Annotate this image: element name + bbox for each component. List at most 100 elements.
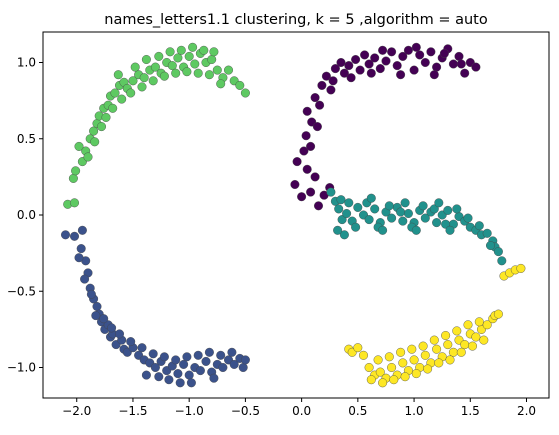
data-point [460, 68, 470, 78]
cluster-4-points [344, 263, 526, 388]
x-tick-label: −1.5 [118, 404, 147, 418]
data-point [154, 372, 164, 382]
data-point [373, 355, 383, 365]
data-point [434, 198, 444, 208]
data-point [240, 88, 250, 98]
data-point [171, 355, 181, 365]
data-point [297, 192, 307, 202]
data-point [452, 326, 462, 336]
data-point [366, 193, 376, 203]
data-point [493, 247, 503, 257]
data-point [209, 373, 219, 383]
data-point [409, 355, 419, 365]
data-point [411, 369, 421, 379]
data-point [497, 256, 507, 266]
data-point [452, 204, 462, 214]
data-point [432, 344, 442, 354]
data-point [378, 45, 388, 55]
data-point [165, 47, 175, 57]
data-point [359, 350, 369, 360]
data-point [389, 375, 399, 385]
data-point [167, 61, 177, 71]
y-tick-label: 1.0 [17, 56, 36, 70]
data-point [92, 302, 102, 312]
data-point [493, 309, 503, 319]
data-point [429, 204, 439, 214]
data-point [366, 375, 376, 385]
data-point [61, 230, 71, 240]
data-point [173, 369, 183, 379]
data-point [364, 363, 374, 373]
data-point [188, 42, 198, 52]
data-point [471, 62, 481, 72]
data-point [182, 352, 192, 362]
data-point [366, 68, 376, 78]
data-point [126, 88, 136, 98]
y-tick-label: −0.5 [7, 284, 36, 298]
data-point [159, 352, 169, 362]
data-point [482, 320, 492, 330]
data-point [375, 64, 385, 74]
data-point [184, 370, 194, 380]
data-point [292, 157, 302, 167]
data-point [176, 45, 186, 55]
data-point [199, 45, 209, 55]
cluster-0-points [290, 42, 481, 211]
data-point [328, 76, 338, 86]
data-point [310, 93, 320, 103]
data-point [238, 363, 248, 373]
data-point [193, 68, 203, 78]
data-point [415, 50, 425, 60]
data-point [420, 350, 430, 360]
data-point [429, 335, 439, 345]
data-point [301, 131, 311, 141]
data-point [315, 100, 325, 110]
y-tick-label: −1.0 [7, 361, 36, 375]
data-point [330, 64, 340, 74]
data-point [378, 225, 388, 235]
data-point [164, 375, 174, 385]
data-point [403, 45, 413, 55]
data-point [227, 347, 237, 357]
data-point [403, 208, 413, 218]
data-point [89, 126, 99, 136]
data-point [207, 55, 217, 65]
data-point [71, 166, 81, 176]
data-point [370, 53, 380, 63]
data-point [344, 198, 354, 208]
data-point [302, 106, 312, 116]
data-point [190, 59, 200, 69]
data-point [74, 253, 84, 263]
data-point [381, 56, 391, 66]
data-point [443, 205, 453, 215]
data-point [351, 222, 361, 232]
data-point [439, 48, 449, 58]
data-point [212, 65, 222, 75]
data-point [148, 76, 158, 86]
data-point [209, 47, 219, 57]
data-point [441, 331, 451, 341]
points-layer [61, 42, 526, 388]
data-point [364, 215, 374, 225]
data-point [314, 201, 324, 211]
data-point [69, 231, 79, 241]
data-point [387, 47, 397, 57]
data-point [378, 378, 388, 388]
x-tick-label: 2.0 [517, 404, 536, 418]
data-point [339, 230, 349, 240]
data-point [396, 207, 406, 217]
data-point [420, 58, 430, 68]
data-point [448, 347, 458, 357]
data-point [353, 202, 363, 212]
data-point [342, 208, 352, 218]
data-point [432, 218, 442, 228]
data-point [460, 340, 470, 350]
data-point [193, 350, 203, 360]
data-point [443, 340, 453, 350]
data-point [468, 341, 478, 351]
data-point [182, 67, 192, 77]
data-point [186, 378, 196, 388]
data-point [80, 274, 90, 284]
data-point [91, 311, 101, 321]
data-point [74, 141, 84, 151]
